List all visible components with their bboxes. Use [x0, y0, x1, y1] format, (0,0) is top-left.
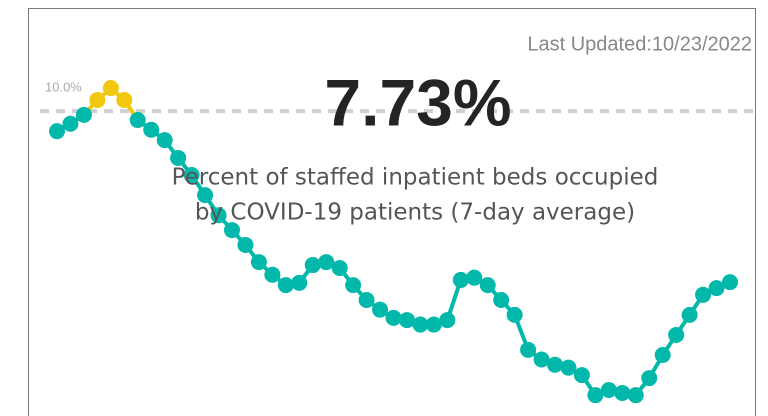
- data-point: [345, 277, 362, 294]
- data-point: [102, 80, 119, 97]
- data-point: [641, 370, 658, 387]
- data-point: [654, 347, 671, 364]
- data-point: [210, 207, 227, 224]
- data-point: [116, 91, 133, 108]
- data-point: [695, 286, 712, 303]
- reference-label: 10.0%: [45, 80, 82, 95]
- data-point: [479, 277, 496, 294]
- data-point: [412, 316, 429, 333]
- data-point: [439, 312, 456, 329]
- data-point: [250, 254, 267, 271]
- description-line: Percent of staffed inpatient beds occupi…: [172, 165, 659, 191]
- data-point: [183, 167, 200, 184]
- data-point: [49, 123, 65, 140]
- data-point: [600, 381, 617, 398]
- data-point: [170, 149, 187, 166]
- headline-value: 7.73%: [324, 65, 511, 139]
- data-point: [358, 291, 375, 308]
- data-point: [291, 274, 308, 291]
- data-point: [533, 351, 550, 368]
- data-point: [89, 91, 106, 108]
- data-point: [466, 269, 483, 286]
- description-line: by COVID-19 patients (7-day average): [195, 200, 635, 226]
- data-point: [223, 222, 240, 239]
- data-point: [75, 106, 92, 123]
- data-point: [372, 301, 389, 318]
- data-point: [520, 341, 537, 358]
- data-point: [197, 187, 214, 204]
- data-point: [722, 274, 738, 291]
- data-point: [331, 260, 348, 277]
- data-point: [587, 387, 604, 404]
- data-point: [398, 312, 415, 329]
- data-point: [452, 271, 469, 288]
- plot: 10.0%: [40, 80, 755, 404]
- data-point: [425, 316, 442, 333]
- data-point: [668, 326, 685, 343]
- data-point: [62, 115, 79, 132]
- data-point: [506, 306, 523, 323]
- data-point: [304, 257, 321, 274]
- data-point: [493, 291, 510, 308]
- last-updated: Last Updated:10/23/2022: [527, 33, 752, 55]
- data-point: [264, 266, 281, 283]
- data-point: [547, 356, 564, 373]
- data-point: [129, 112, 146, 129]
- data-point: [277, 277, 294, 294]
- data-point: [385, 309, 402, 326]
- data-point: [573, 367, 590, 384]
- data-point: [318, 254, 335, 271]
- card-border: [28, 8, 756, 416]
- data-point: [708, 280, 725, 297]
- data-point: [156, 132, 173, 149]
- data-point: [614, 384, 631, 401]
- data-point: [237, 236, 254, 253]
- data-point: [143, 121, 160, 138]
- data-point: [681, 306, 698, 323]
- data-point: [627, 387, 644, 404]
- data-point: [560, 359, 577, 376]
